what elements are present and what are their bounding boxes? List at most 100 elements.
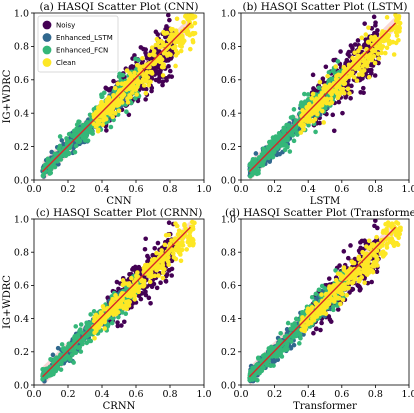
point-enhanced-fcn <box>73 350 79 356</box>
point-noisy <box>320 79 326 85</box>
point-clean <box>181 19 186 25</box>
point-clean <box>351 74 357 80</box>
point-clean <box>137 65 143 70</box>
x-tick-label: 0.2 <box>60 389 75 400</box>
point-clean <box>396 16 401 22</box>
point-clean <box>105 108 110 114</box>
point-clean <box>355 53 361 58</box>
point-noisy <box>143 97 148 102</box>
x-axis-label: LSTM <box>310 196 340 207</box>
y-tick-label: 0.0 <box>221 175 236 186</box>
point-clean <box>104 314 110 319</box>
y-tick-label: 1.0 <box>14 8 29 19</box>
point-clean <box>362 61 368 66</box>
point-enhanced-lstm <box>50 352 56 358</box>
point-enhanced-fcn <box>120 72 126 78</box>
point-enhanced-fcn <box>293 333 299 339</box>
point-enhanced-fcn <box>313 129 318 135</box>
chart-panel-0: 0.0 0.2 0.4 0.6 0.8 1.00.00.20.40.60.81.0(a) … <box>2 1 212 207</box>
point-clean <box>364 54 369 59</box>
point-noisy <box>160 79 166 84</box>
point-noisy <box>326 276 332 281</box>
point-enhanced-fcn <box>119 310 125 315</box>
point-clean <box>109 311 115 316</box>
fit-line <box>248 22 397 173</box>
point-enhanced-fcn <box>109 320 115 326</box>
point-clean <box>133 86 139 91</box>
point-enhanced-fcn <box>306 122 311 128</box>
point-enhanced-fcn <box>291 107 297 112</box>
point-clean <box>152 61 158 66</box>
point-clean <box>372 60 378 66</box>
point-clean <box>384 15 390 20</box>
point-enhanced-fcn <box>275 145 280 150</box>
point-clean <box>127 299 132 305</box>
point-enhanced-fcn <box>52 356 58 362</box>
x-axis-label: CNN <box>106 196 131 207</box>
point-enhanced-fcn <box>58 352 63 357</box>
point-enhanced-fcn <box>88 312 93 317</box>
point-noisy <box>116 286 121 292</box>
y-tick-label: 0.6 <box>221 75 236 86</box>
point-noisy <box>318 327 323 333</box>
point-enhanced-fcn <box>287 149 293 154</box>
point-noisy <box>373 20 378 25</box>
point-clean <box>131 287 136 292</box>
point-enhanced-fcn <box>133 96 138 101</box>
y-axis-label: IG+WDRC <box>2 69 13 123</box>
y-tick-label: 0.0 <box>14 175 29 186</box>
point-noisy <box>314 326 319 331</box>
point-clean <box>187 46 193 52</box>
point-clean <box>385 38 391 44</box>
point-noisy <box>350 287 356 292</box>
point-noisy <box>149 284 155 290</box>
point-enhanced-fcn <box>285 320 291 326</box>
point-noisy <box>130 267 135 272</box>
chart-title: (b) HASQI Scatter Plot (LSTM) <box>242 1 407 13</box>
point-clean <box>148 270 154 275</box>
point-clean <box>96 107 101 112</box>
point-clean <box>136 289 141 295</box>
point-clean <box>319 90 325 96</box>
point-enhanced-fcn <box>71 360 76 365</box>
point-noisy <box>352 42 358 47</box>
point-clean <box>177 40 183 46</box>
point-clean <box>317 79 323 85</box>
point-clean <box>366 40 372 45</box>
point-enhanced-fcn <box>316 85 322 91</box>
point-enhanced-fcn <box>297 331 303 337</box>
point-clean <box>116 108 122 114</box>
point-enhanced-fcn <box>266 346 272 351</box>
point-enhanced-lstm <box>59 138 65 143</box>
point-enhanced-fcn <box>275 136 280 142</box>
point-clean <box>132 293 138 299</box>
point-clean <box>174 223 180 229</box>
point-noisy <box>349 83 354 89</box>
y-tick-label: 0.8 <box>221 42 236 53</box>
point-noisy <box>143 86 149 92</box>
y-tick-label: 0.2 <box>14 142 29 153</box>
point-noisy <box>158 280 163 286</box>
point-clean <box>396 24 402 29</box>
point-clean <box>112 85 118 91</box>
point-clean <box>161 29 166 35</box>
point-enhanced-fcn <box>278 353 284 358</box>
point-noisy <box>104 128 109 133</box>
point-noisy <box>105 87 111 92</box>
point-enhanced-fcn <box>54 366 60 371</box>
point-clean <box>178 48 184 54</box>
point-clean <box>345 86 351 92</box>
x-tick-label: 0.6 <box>128 184 143 195</box>
point-clean <box>98 310 104 315</box>
point-clean <box>124 68 130 73</box>
point-enhanced-fcn <box>309 294 315 300</box>
point-noisy <box>335 307 341 312</box>
point-clean <box>133 74 138 80</box>
point-noisy <box>373 219 378 223</box>
point-clean <box>154 250 159 256</box>
x-tick-label: 0.2 <box>60 184 75 195</box>
point-enhanced-fcn <box>268 349 273 355</box>
point-noisy <box>369 279 374 285</box>
point-enhanced-fcn <box>58 367 64 372</box>
point-noisy <box>143 236 148 242</box>
